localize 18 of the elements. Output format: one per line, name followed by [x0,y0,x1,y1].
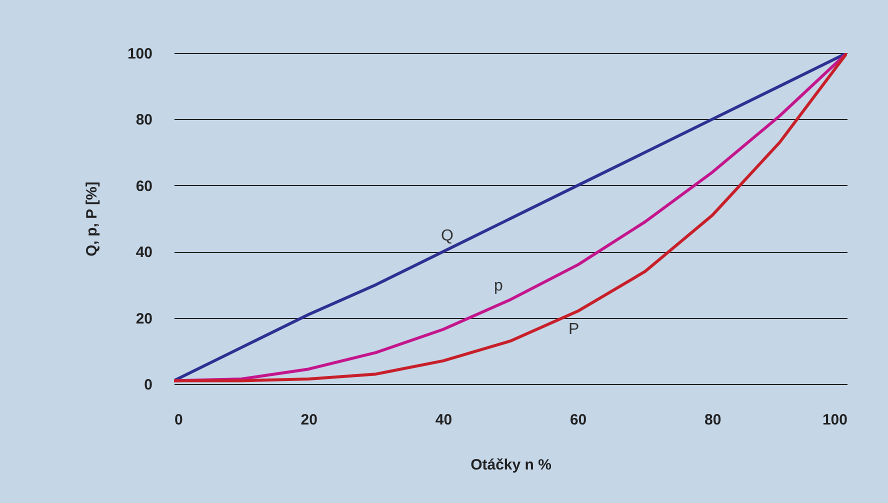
x-tick-label: 60 [570,412,587,428]
y-tick-label: 20 [136,310,152,328]
x-axis-title: Otáčky n % [470,456,552,474]
x-tick-label: 0 [174,412,183,428]
y-tick-label: 40 [136,244,152,262]
y-tick-label: 0 [144,376,152,394]
y-tick-label: 60 [136,178,152,195]
x-tick-label: 100 [822,412,848,428]
x-tick-label: 80 [704,412,722,428]
x-tick-label: 40 [435,412,452,428]
series-label: Q [440,228,454,245]
y-tick-label: 80 [136,112,152,129]
y-tick-label: 100 [127,46,152,62]
y-axis-title: Q, p, P [%] [83,182,100,256]
series-label: P [568,321,580,338]
line-series [174,53,847,382]
x-tick-label: 20 [300,412,318,428]
series-label: p [494,278,504,295]
